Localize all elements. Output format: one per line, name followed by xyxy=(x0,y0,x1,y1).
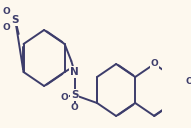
Text: O: O xyxy=(71,104,79,113)
Text: O: O xyxy=(151,60,158,68)
Text: O: O xyxy=(3,24,11,33)
Text: S: S xyxy=(11,15,19,25)
Text: N: N xyxy=(70,67,79,77)
Text: O: O xyxy=(3,8,11,17)
Text: S: S xyxy=(71,90,78,100)
Text: O: O xyxy=(186,77,191,86)
Text: O: O xyxy=(61,93,68,102)
